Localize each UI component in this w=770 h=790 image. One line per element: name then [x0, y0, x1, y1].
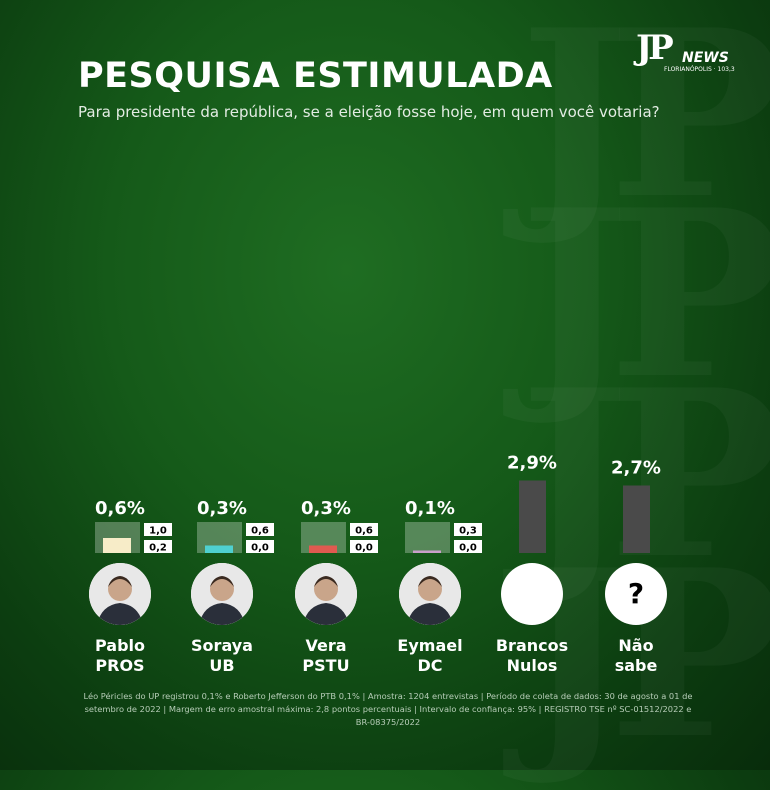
bar-value-label: 2,7% [611, 458, 661, 479]
logo-name: NEWS [682, 50, 729, 66]
candidate-name: Soraya [191, 636, 253, 655]
bar-background [405, 522, 450, 553]
candidate-party: Nulos [506, 656, 558, 675]
range-upper-label: 0,6 [355, 526, 373, 537]
range-upper-box [246, 523, 274, 536]
candidate-party: sabe [614, 656, 658, 675]
range-lower-label: 0,2 [149, 543, 167, 554]
range-upper-label: 1,0 [149, 526, 167, 537]
bar [309, 545, 337, 553]
question-mark-icon: ? [605, 563, 667, 625]
range-lower-label: 0,0 [355, 543, 373, 554]
logo-city: FLORIANÓPOLIS · 103,3 [664, 66, 735, 73]
jp-news-logo: JP NEWS FLORIANÓPOLIS · 103,3 [636, 28, 736, 74]
candidate-photo [89, 563, 151, 625]
bar-value-label: 0,3% [301, 498, 351, 519]
portrait-illustration [191, 563, 253, 625]
portrait-illustration [295, 563, 357, 625]
range-upper-box [350, 523, 378, 536]
candidate-photo [295, 563, 357, 625]
range-lower-box [246, 540, 274, 553]
range-upper-box [144, 523, 172, 536]
range-lower-box [350, 540, 378, 553]
candidate-party: PROS [95, 656, 145, 675]
bar-value-label: 0,6% [95, 498, 145, 519]
page-title: PESQUISA ESTIMULADA [78, 56, 553, 96]
candidate-photo [399, 563, 461, 625]
candidate-photo [191, 563, 253, 625]
candidate-label: Não sabe [581, 636, 691, 676]
bar [413, 550, 441, 553]
candidate-label: Eymael DC [375, 636, 485, 676]
footnote: Léo Péricles do UP registrou 0,1% e Robe… [83, 691, 693, 727]
logo-mark: JP [636, 28, 674, 68]
candidate-name: Não [618, 636, 654, 655]
bar-value-label: 2,9% [507, 453, 557, 474]
bar [103, 538, 131, 553]
range-lower-box [144, 540, 172, 553]
bar [623, 485, 650, 553]
portrait-illustration [399, 563, 461, 625]
bar [519, 480, 546, 553]
candidate-label: Soraya UB [167, 636, 277, 676]
range-upper-label: 0,6 [251, 526, 269, 537]
range-lower-box [454, 540, 482, 553]
candidate-label: Pablo PROS [65, 636, 175, 676]
candidate-name: Vera [305, 636, 347, 655]
candidate-party: UB [209, 656, 235, 675]
candidate-party: PSTU [302, 656, 350, 675]
range-upper-label: 0,3 [459, 526, 477, 537]
bar-value-label: 0,1% [405, 498, 455, 519]
range-lower-label: 0,0 [251, 543, 269, 554]
question-mark-symbol: ? [627, 577, 645, 610]
candidate-label: Vera PSTU [271, 636, 381, 676]
candidate-name: Brancos [495, 636, 569, 655]
candidate-name: Pablo [94, 636, 146, 655]
page-subtitle: Para presidente da república, se a eleiç… [78, 103, 660, 121]
candidate-name: Eymael [397, 636, 463, 655]
candidate-label: Brancos Nulos [477, 636, 587, 676]
range-upper-box [454, 523, 482, 536]
bar-value-label: 0,3% [197, 498, 247, 519]
candidate-party: DC [417, 656, 443, 675]
bar [205, 545, 233, 553]
blank-circle [501, 563, 563, 625]
range-lower-label: 0,0 [459, 543, 477, 554]
portrait-illustration [89, 563, 151, 625]
poll-bar-chart: 1,0 0,2 0,6% 0,6 0,0 0,3% 0,6 0,0 0,3% 0,3 0,0 0,1%… [95, 453, 661, 554]
